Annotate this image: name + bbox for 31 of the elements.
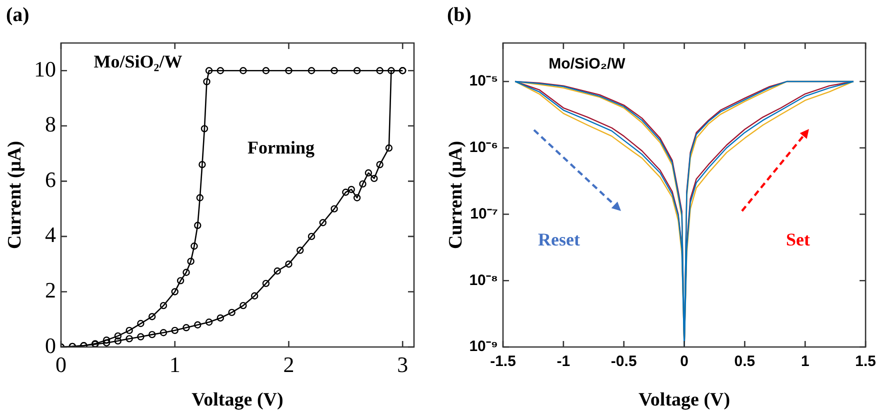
- annotation: Reset: [538, 230, 580, 250]
- y-axis-title: Current (μA): [4, 140, 26, 250]
- y-tick-label: 6: [45, 166, 56, 192]
- x-axis-title: Voltage (V): [192, 390, 284, 411]
- x-tick-label: -0.5: [610, 353, 637, 370]
- y-tick-label: 8: [45, 112, 56, 137]
- x-tick-label: 1: [800, 353, 810, 370]
- x-tick-label: 1: [169, 352, 180, 377]
- y-tick-label: 10⁻⁸: [469, 272, 498, 289]
- y-tick-label: 4: [45, 222, 56, 248]
- x-tick-label: 0: [680, 353, 688, 370]
- x-tick-label: 3: [397, 352, 408, 377]
- y-tick-label: 10: [34, 56, 56, 82]
- x-tick-label: -1: [556, 353, 570, 370]
- y-tick-label: 10⁻⁹: [469, 338, 498, 356]
- chart-title: (a): [6, 4, 30, 27]
- annotation: Mo/SiO₂/W: [94, 52, 182, 72]
- y-axis-title: Current (μA): [445, 140, 466, 250]
- x-tick-label: 1.5: [855, 353, 876, 370]
- x-tick-label: 2: [283, 352, 294, 377]
- x-tick-label: -1.5: [490, 353, 516, 370]
- y-tick-label: 2: [45, 278, 56, 303]
- x-tick-label: 0.5: [734, 353, 756, 370]
- y-tick-label: 10⁻⁷: [470, 205, 498, 222]
- annotation: Forming: [248, 138, 314, 158]
- chart-title: (b): [447, 4, 472, 27]
- y-tick-label: 10⁻⁶: [469, 139, 498, 156]
- annotation: Mo/SiO₂/W: [548, 56, 626, 72]
- x-axis-title: Voltage (V): [638, 390, 730, 411]
- annotation: Set: [786, 230, 810, 250]
- y-tick-label: 10⁻⁵: [469, 72, 498, 90]
